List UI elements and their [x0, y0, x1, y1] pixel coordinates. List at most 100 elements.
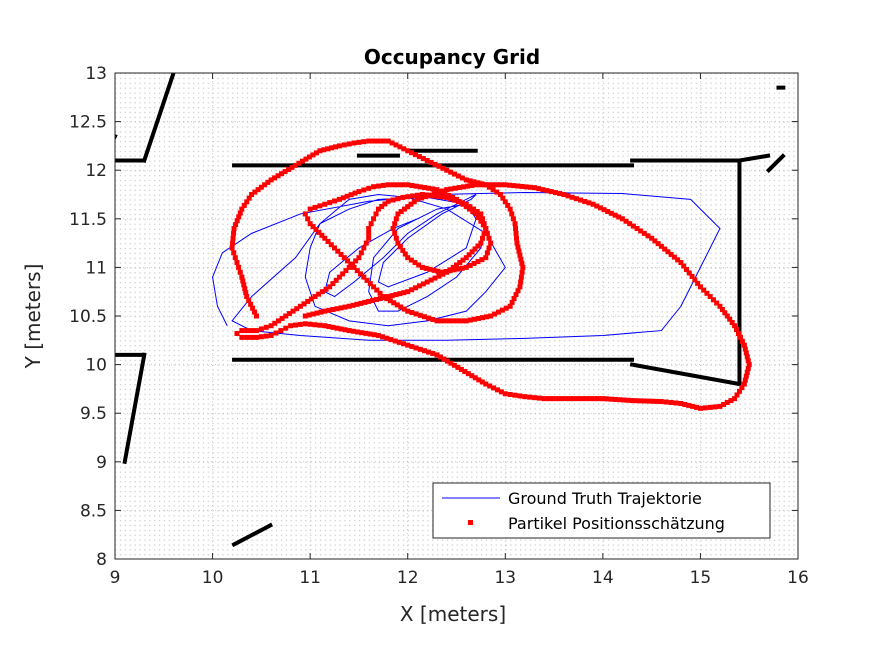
particle-point	[405, 148, 411, 154]
particle-point	[575, 396, 581, 402]
particle-point	[545, 396, 551, 402]
particle-point	[326, 307, 332, 313]
particle-point	[322, 201, 328, 207]
particle-point	[351, 140, 357, 146]
particle-point	[743, 350, 749, 356]
particle-point	[393, 235, 399, 241]
particle-point	[371, 216, 377, 222]
particle-point	[536, 395, 542, 401]
particle-point	[349, 261, 355, 267]
particle-point	[275, 318, 281, 324]
particle-point	[734, 327, 740, 333]
particle-point	[322, 235, 328, 241]
particle-point	[490, 187, 496, 193]
particle-point	[541, 396, 547, 402]
particle-point	[480, 235, 486, 241]
particle-point	[236, 214, 242, 220]
particle-point	[334, 306, 340, 312]
particle-point	[459, 265, 465, 271]
particle-point	[557, 191, 563, 197]
particle-point	[246, 297, 252, 303]
y-tick-label: 10.5	[69, 307, 107, 327]
particle-point	[351, 264, 357, 270]
particle-point	[327, 200, 333, 206]
particle-point	[253, 334, 259, 340]
particle-point	[511, 183, 517, 189]
particle-point	[249, 328, 255, 334]
particle-point	[432, 275, 438, 281]
particle-point	[345, 258, 351, 264]
particle-point	[724, 313, 730, 319]
particle-point	[466, 252, 472, 258]
particle-point	[479, 257, 485, 263]
particle-point	[279, 315, 285, 321]
particle-point	[258, 326, 264, 332]
particle-point	[373, 296, 379, 302]
particle-point	[629, 398, 635, 404]
particle-point	[668, 400, 674, 406]
particle-point	[520, 264, 526, 270]
particle-point	[268, 177, 274, 183]
particle-point	[663, 399, 669, 405]
particle-point	[344, 193, 350, 199]
particle-point	[604, 396, 610, 402]
particle-point	[385, 138, 391, 144]
particle-point	[518, 274, 524, 280]
x-tick-label: 12	[397, 568, 419, 588]
particle-point	[450, 264, 456, 270]
particle-point	[342, 327, 348, 333]
particle-point	[665, 249, 671, 255]
particle-point	[381, 295, 387, 301]
particle-point	[619, 216, 625, 222]
particle-point	[662, 246, 668, 252]
particle-point	[550, 396, 556, 402]
particle-point	[330, 281, 336, 287]
x-tick-label: 10	[202, 568, 224, 588]
particle-point	[455, 266, 461, 272]
particle-point	[249, 192, 255, 197]
particle-point	[510, 216, 516, 222]
particle-point	[448, 186, 454, 192]
series-particles	[229, 138, 752, 411]
particle-point	[424, 157, 430, 163]
particle-point	[322, 308, 328, 314]
particle-point	[405, 194, 411, 200]
particle-point	[336, 274, 342, 280]
particle-point	[481, 182, 487, 188]
particle-point	[434, 352, 440, 358]
particle-point	[310, 224, 316, 230]
particle-point	[519, 269, 525, 275]
particle-point	[630, 223, 636, 229]
particle-point	[455, 364, 461, 370]
particle-point	[293, 322, 299, 328]
particle-point	[377, 296, 383, 302]
particle-point	[721, 401, 727, 407]
particle-point	[483, 226, 489, 232]
particle-point	[434, 318, 440, 324]
particle-point	[544, 188, 550, 194]
particle-point	[234, 330, 240, 336]
particle-point	[512, 392, 518, 398]
particle-point	[288, 323, 294, 329]
particle-point	[336, 143, 342, 149]
particle-point	[400, 247, 406, 253]
particle-point	[380, 138, 386, 144]
y-tick-label: 10	[85, 356, 107, 376]
particle-point	[459, 318, 465, 324]
particle-point	[240, 278, 246, 284]
particle-point	[459, 200, 465, 206]
particle-point	[476, 377, 482, 383]
particle-point	[452, 197, 458, 203]
particle-point	[249, 334, 255, 340]
particle-point	[250, 305, 256, 311]
particle-point	[712, 404, 718, 410]
particle-point	[488, 240, 494, 246]
particle-point	[456, 185, 462, 191]
particle-point	[502, 199, 508, 205]
particle-point	[462, 369, 468, 375]
particle-point	[671, 254, 677, 260]
particle-point	[463, 264, 469, 270]
particle-point	[486, 235, 492, 241]
particle-point	[310, 311, 316, 317]
particle-point	[352, 190, 358, 196]
